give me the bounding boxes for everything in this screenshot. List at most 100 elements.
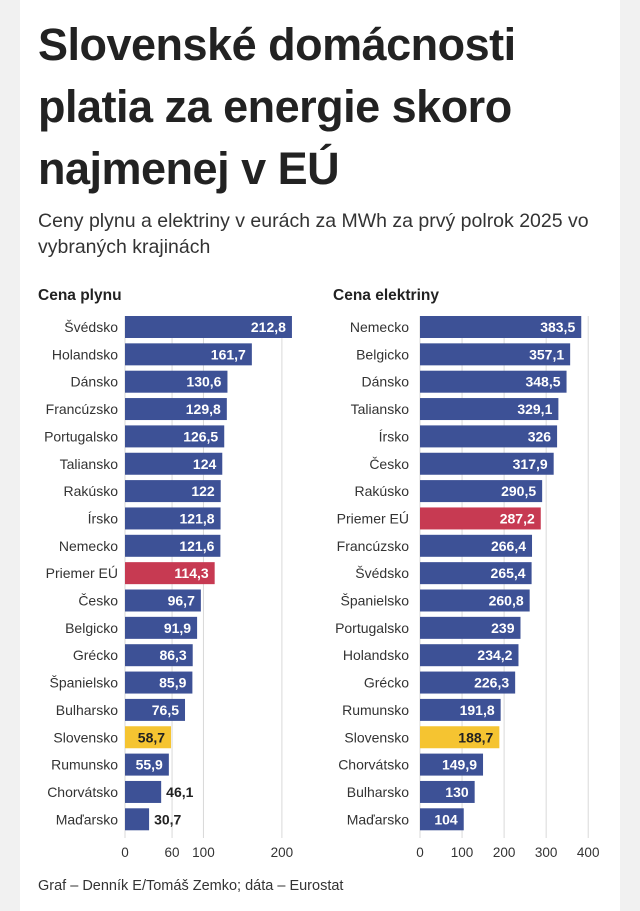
x-tick-label-el: 300 (535, 845, 558, 860)
category-label-gas: Dánsko (71, 374, 119, 390)
category-label-gas: Slovensko (53, 729, 118, 745)
charts-canvas: Cena plynu Cena elektriny 0 60 100 200 Švéds… (38, 287, 599, 860)
category-label-el: Česko (369, 456, 409, 472)
value-label-gas: 121,8 (180, 510, 215, 526)
category-label-gas: Belgicko (65, 620, 118, 636)
value-label-gas: 114,3 (174, 565, 208, 581)
category-label-gas: Grécko (73, 647, 118, 663)
x-tick-label-gas: 60 (165, 845, 180, 860)
value-label-el: 239 (491, 620, 515, 636)
bar-el (420, 316, 582, 338)
value-label-gas: 55,9 (136, 757, 163, 773)
category-label-el: Rumunsko (342, 702, 409, 718)
value-label-el: 191,8 (460, 702, 495, 718)
category-label-gas: Španielsko (50, 675, 119, 691)
value-label-el: 290,5 (501, 483, 536, 499)
bar-gas (125, 671, 193, 694)
value-label-el: 266,4 (491, 538, 526, 554)
bar-el (420, 562, 532, 585)
category-label-el: Francúzsko (337, 538, 410, 554)
gas-price-panel: 0 60 100 200 Švédsko 212,8 Holandsko 161,7 Dánsk… (44, 316, 293, 860)
value-label-el: 234,2 (477, 647, 512, 663)
bar-gas (125, 316, 292, 338)
bar-gas (125, 698, 186, 721)
category-label-el: Nemecko (350, 319, 409, 335)
category-label-gas: Írsko (88, 510, 119, 526)
bar-gas (125, 808, 150, 831)
value-label-gas: 86,3 (159, 647, 186, 663)
bar-gas (125, 753, 169, 776)
value-label-gas: 212,8 (251, 319, 286, 335)
x-tick-label-gas: 0 (121, 845, 129, 860)
bar-el-eu (420, 507, 541, 530)
value-label-el: 226,3 (474, 675, 509, 691)
value-label-el: 287,2 (500, 510, 535, 526)
value-label-gas: 91,9 (164, 620, 191, 636)
electricity-price-panel: 0 100 200 300 400 Nemecko 383,5 Belgicko 357,1 Dá… (335, 316, 599, 860)
value-label-el: 149,9 (442, 757, 477, 773)
chart-subtitle: Ceny plynu a elektriny v eurách za MWh z… (38, 210, 589, 258)
value-label-el: 104 (434, 811, 458, 827)
category-label-el: Slovensko (344, 729, 409, 745)
category-label-el: Dánsko (362, 374, 410, 390)
bar-gas (125, 370, 228, 393)
bar-el (420, 671, 516, 694)
value-label-el: 188,7 (458, 729, 493, 745)
bar-el (420, 808, 464, 831)
bar-el (420, 370, 567, 393)
value-label-gas: 129,8 (186, 401, 221, 417)
bar-gas (125, 507, 221, 530)
category-label-gas: Taliansko (60, 456, 119, 472)
bar-el (420, 425, 558, 448)
value-label-el: 329,1 (517, 401, 552, 417)
bar-el (420, 398, 559, 421)
category-label-gas: Rakúsko (64, 483, 119, 499)
value-label-gas: 85,9 (159, 675, 186, 691)
category-label-el: Švédsko (355, 565, 409, 581)
bar-gas (125, 589, 201, 612)
category-label-gas: Francúzsko (46, 401, 119, 417)
value-label-gas: 76,5 (152, 702, 179, 718)
bar-gas-eu (125, 562, 215, 585)
value-label-el: 265,4 (491, 565, 526, 581)
bar-el (420, 589, 530, 612)
bar-gas (125, 398, 227, 421)
bar-el (420, 616, 521, 639)
category-label-el: Priemer EÚ (337, 510, 409, 526)
category-label-gas: Nemecko (59, 538, 118, 554)
category-label-el: Portugalsko (335, 620, 409, 636)
bar-gas (125, 425, 225, 448)
value-label-gas: 58,7 (138, 729, 165, 745)
bar-gas (125, 480, 221, 503)
category-label-el: Holandsko (343, 647, 409, 663)
bar-el (420, 534, 533, 557)
category-label-gas: Bulharsko (56, 702, 118, 718)
value-label-el: 260,8 (489, 593, 524, 609)
category-label-el: Grécko (364, 675, 409, 691)
value-label-gas: 130,6 (186, 374, 221, 390)
bar-gas (125, 534, 221, 557)
bar-gas (125, 616, 198, 639)
value-label-el: 383,5 (540, 319, 575, 335)
category-label-el: Rakúsko (355, 483, 410, 499)
value-label-gas: 30,7 (154, 811, 181, 827)
value-label-gas: 46,1 (166, 784, 193, 800)
category-label-gas: Chorvátsko (47, 784, 118, 800)
category-label-el: Španielsko (341, 593, 410, 609)
category-label-el: Írsko (379, 428, 410, 444)
x-tick-label-el: 400 (577, 845, 600, 860)
category-label-gas: Portugalsko (44, 428, 118, 444)
chart-title: Slovenské domácnosti platia za energie s… (38, 19, 516, 194)
category-label-gas: Švédsko (64, 319, 118, 335)
panel-title-electricity: Cena elektriny (333, 287, 439, 304)
value-label-gas: 96,7 (168, 593, 195, 609)
x-tick-label-el: 0 (416, 845, 424, 860)
x-tick-label-gas: 200 (271, 845, 294, 860)
bar-gas (125, 452, 223, 475)
category-label-gas: Rumunsko (51, 757, 118, 773)
bar-gas (125, 644, 193, 667)
category-label-el: Bulharsko (347, 784, 409, 800)
category-label-el: Belgicko (356, 346, 409, 362)
value-label-gas: 126,5 (183, 428, 218, 444)
value-label-gas: 124 (193, 456, 217, 472)
